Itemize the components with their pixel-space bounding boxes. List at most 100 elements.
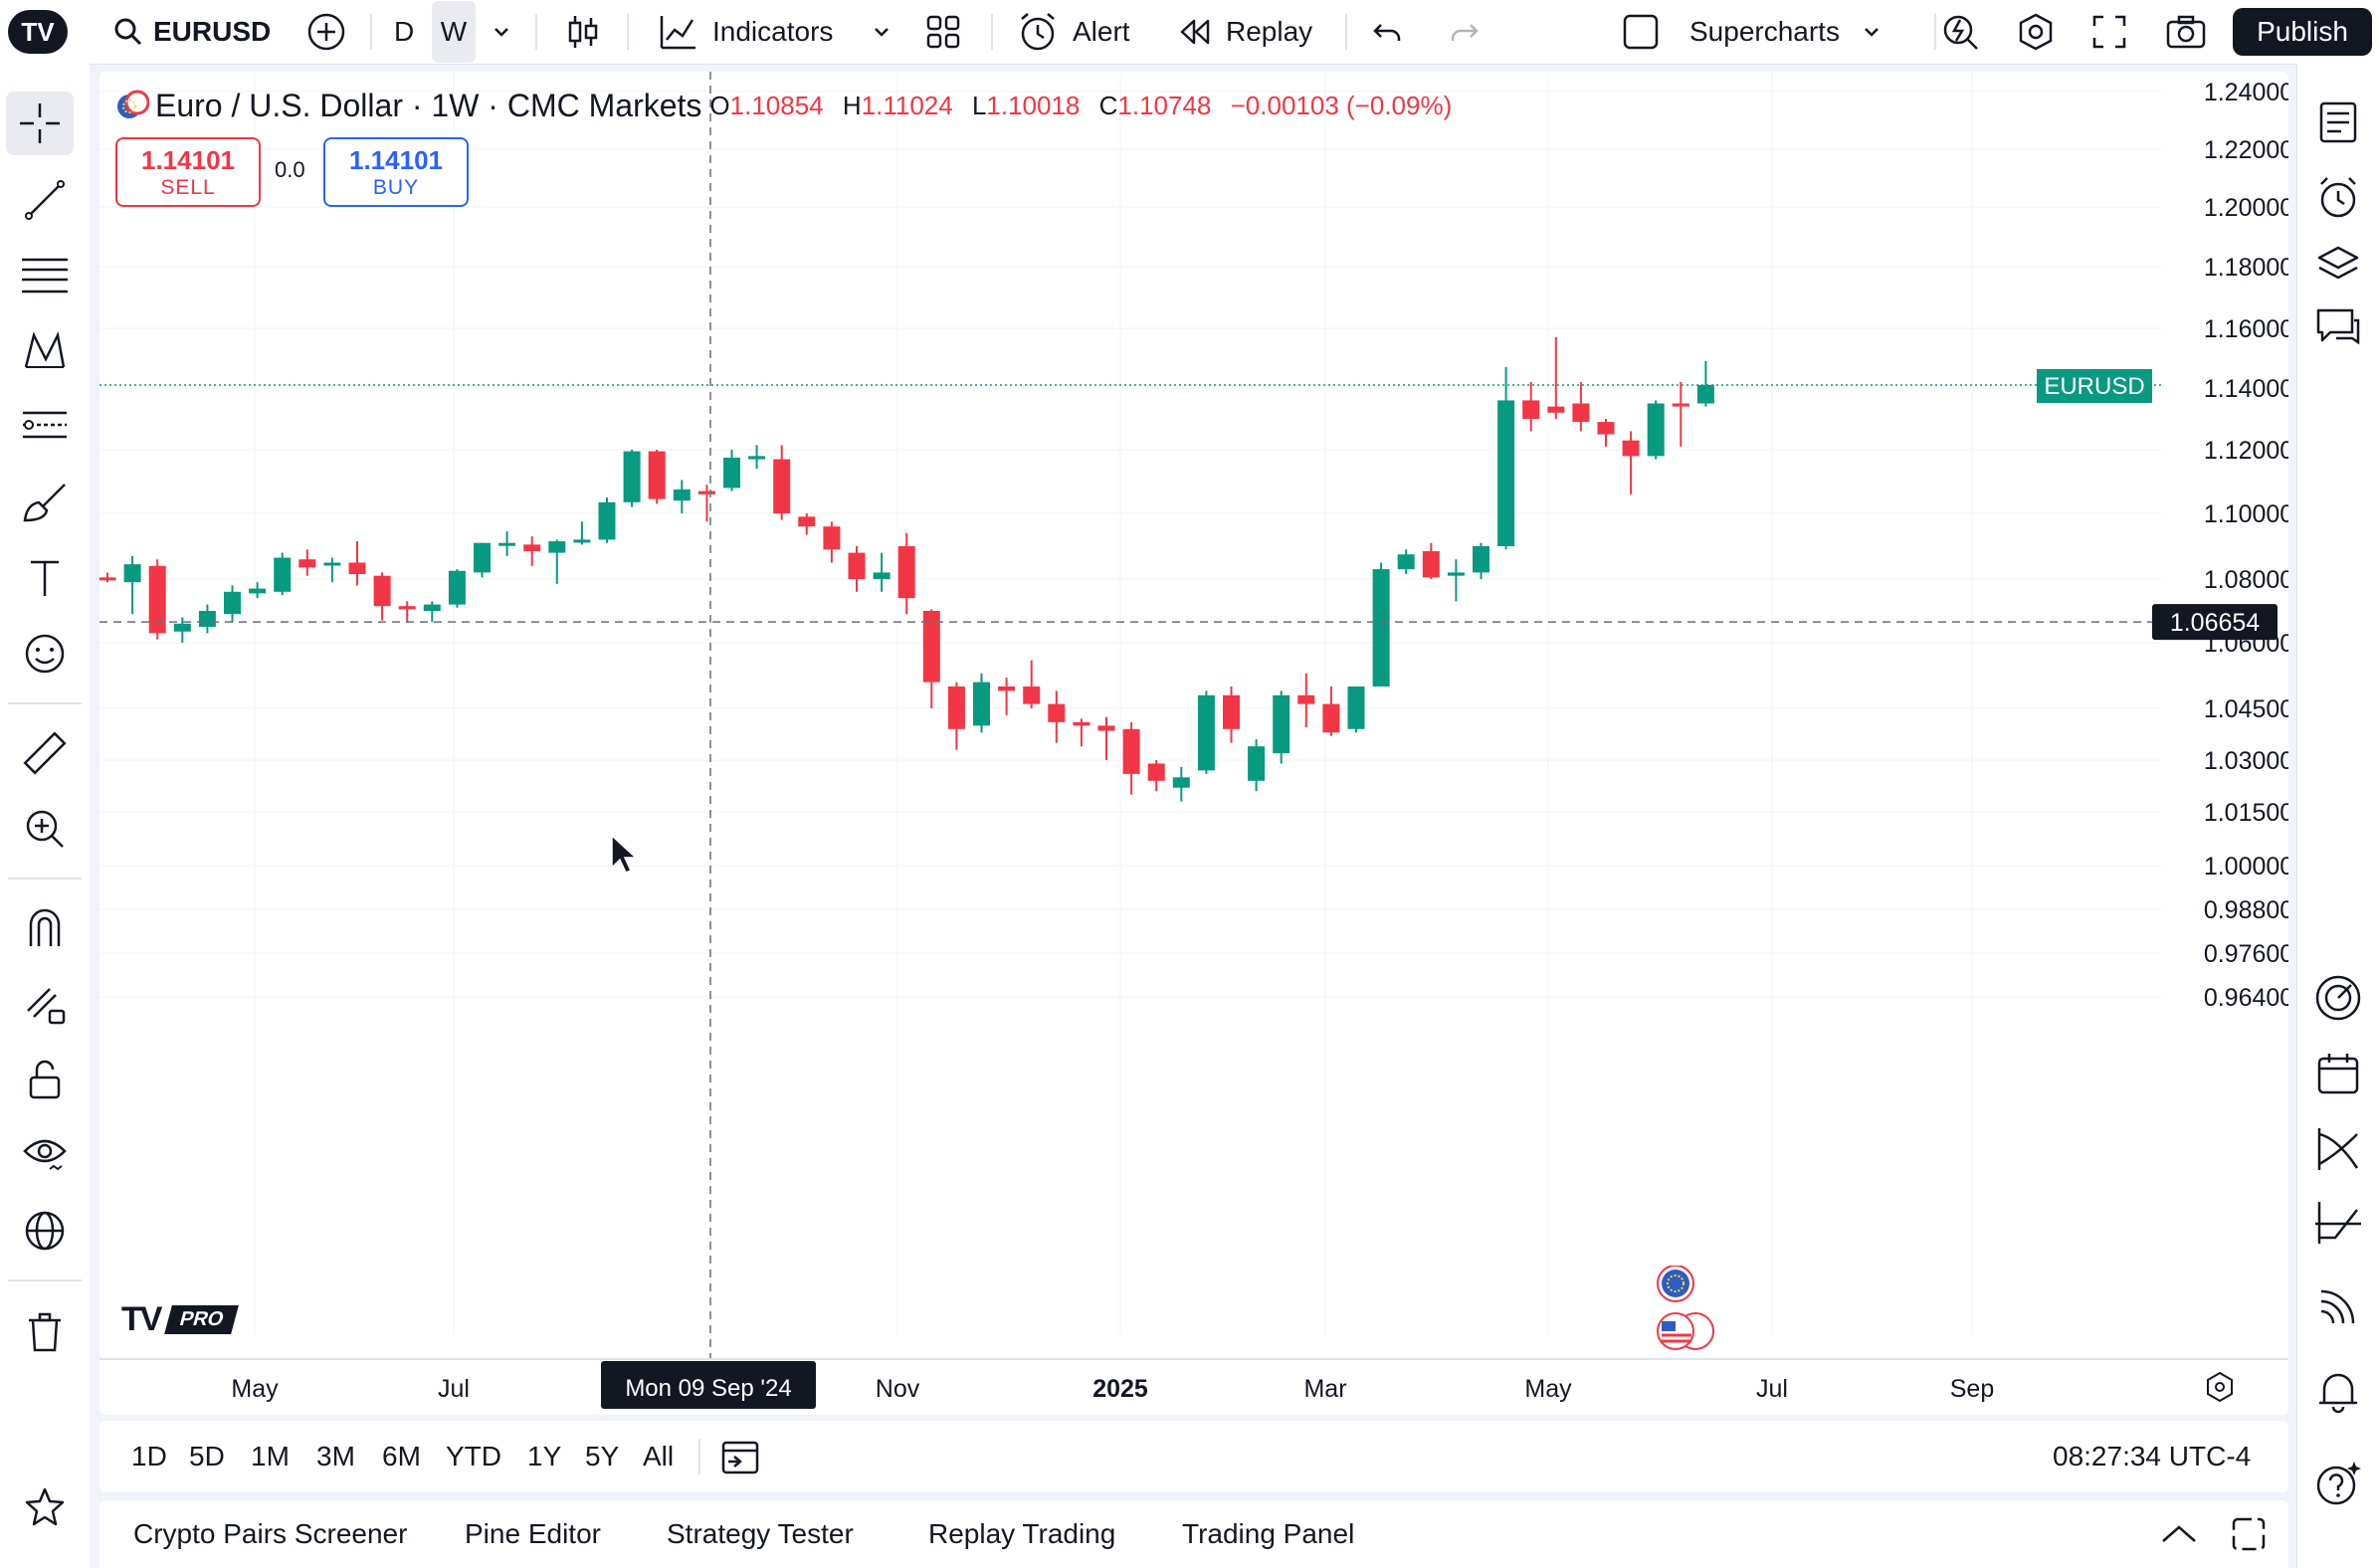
range-3m-button[interactable]: 3M — [316, 1441, 355, 1471]
trend-line-tool[interactable] — [0, 165, 90, 235]
streams-button[interactable] — [2297, 1272, 2378, 1341]
layout-name-button[interactable]: Supercharts — [1622, 0, 1882, 64]
text-icon — [31, 560, 59, 596]
magnet-tool[interactable] — [0, 893, 90, 963]
eu-event-icon — [1657, 1266, 1694, 1302]
candle-body — [1696, 385, 1714, 404]
candle-body — [498, 542, 516, 546]
interval-dropdown[interactable] — [492, 0, 511, 64]
object-tree-tool[interactable] — [0, 1196, 90, 1266]
calendar-button[interactable] — [2297, 1039, 2378, 1108]
range-all-button[interactable]: All — [643, 1441, 675, 1471]
chart-type-button[interactable] — [565, 0, 601, 64]
undo-button[interactable] — [1371, 0, 1405, 64]
search-icon — [114, 18, 142, 46]
trash-icon — [29, 1312, 61, 1352]
tradingview-logo[interactable]: TV — [8, 10, 68, 54]
indicators-dropdown[interactable] — [872, 0, 892, 64]
clock-timezone[interactable]: 08:27:34 UTC-4 — [2053, 1441, 2252, 1471]
lock-drawings-tool[interactable] — [0, 1045, 90, 1114]
pattern-tool[interactable] — [0, 316, 90, 386]
layouts-button[interactable] — [925, 0, 961, 64]
compare-symbol-button[interactable] — [306, 0, 346, 64]
price-axis-label: 1.24000 — [2204, 79, 2288, 106]
collapse-panel-button[interactable] — [2159, 1500, 2199, 1568]
watchlist-button[interactable] — [2297, 88, 2378, 157]
go-to-date-button[interactable] — [720, 1421, 760, 1492]
ideas-button[interactable] — [2297, 963, 2378, 1033]
help-button[interactable] — [2297, 1449, 2378, 1518]
remove-drawings-tool[interactable] — [0, 1297, 90, 1367]
price-axis-label: 1.20000 — [2204, 194, 2288, 222]
economic-events-markers[interactable] — [1652, 1266, 1731, 1355]
candle-body — [148, 565, 166, 634]
chats-button[interactable] — [2297, 293, 2378, 362]
settings-button[interactable] — [2016, 0, 2056, 64]
quick-search-button[interactable] — [1940, 0, 1980, 64]
candle-body — [1622, 440, 1640, 457]
date-range-bar: 1D 5D 1M 3M 6M YTD 1Y 5Y All 08:27:34 UT… — [99, 1421, 2288, 1492]
interval-d-button[interactable]: D — [394, 16, 415, 47]
range-5d-button[interactable]: 5D — [189, 1441, 225, 1471]
tab-trading-panel[interactable]: Trading Panel — [1182, 1518, 1355, 1549]
candle-body — [1522, 400, 1540, 419]
horizontal-lines-icon — [22, 258, 68, 294]
indicators-button[interactable]: Indicators — [659, 0, 833, 64]
time-axis-label: 2025 — [1092, 1375, 1148, 1403]
options-button[interactable] — [2297, 1114, 2378, 1184]
snapshot-button[interactable] — [2165, 0, 2207, 64]
price-axis-label: 1.00000 — [2204, 853, 2288, 881]
range-1m-button[interactable]: 1M — [251, 1441, 290, 1471]
emoji-tool[interactable] — [0, 619, 90, 688]
hide-drawings-tool[interactable] — [0, 1120, 90, 1190]
replay-button[interactable]: Replay — [1178, 0, 1312, 64]
fib-retracement-tool[interactable] — [0, 241, 90, 310]
chart-legend: Euro / U.S. Dollar · 1W · CMC Markets O1… — [115, 86, 1464, 125]
interval-w-button[interactable]: W — [432, 0, 476, 64]
buy-button[interactable]: 1.14101 BUY — [323, 137, 469, 207]
tradingview-pro-watermark: TV PRO — [121, 1300, 240, 1338]
tab-crypto-pairs-screener[interactable]: Crypto Pairs Screener — [133, 1518, 408, 1549]
favorites-tool[interactable] — [0, 1472, 90, 1542]
range-5y-button[interactable]: 5Y — [585, 1441, 620, 1471]
tab-strategy-tester[interactable]: Strategy Tester — [667, 1518, 854, 1549]
price-chart[interactable]: EURUSD 1.24000 1.22000 1.20000 1.18000 1.1600… — [99, 72, 2288, 1415]
alert-button[interactable]: Alert — [1017, 0, 1130, 64]
strategy-button[interactable] — [2297, 1188, 2378, 1258]
trend-line-icon — [25, 180, 65, 220]
maximize-panel-button[interactable] — [2231, 1500, 2267, 1568]
measure-tool[interactable] — [0, 718, 90, 788]
crosshair-tool[interactable] — [6, 92, 74, 155]
axis-settings-icon[interactable] — [2207, 1371, 2233, 1403]
redo-button[interactable] — [1447, 0, 1481, 64]
stay-in-drawing-mode-tool[interactable] — [0, 969, 90, 1039]
alerts-button[interactable] — [2297, 163, 2378, 233]
object-tree-button[interactable] — [2297, 229, 2378, 298]
notifications-button[interactable] — [2297, 1357, 2378, 1427]
price-axis-label: 1.18000 — [2204, 254, 2288, 282]
eye-icon — [23, 1139, 67, 1171]
range-6m-button[interactable]: 6M — [382, 1441, 421, 1471]
range-1d-button[interactable]: 1D — [131, 1441, 167, 1471]
text-tool[interactable] — [0, 543, 90, 613]
price-axis-label: 1.16000 — [2204, 315, 2288, 343]
chart-pane[interactable]: EURUSD 1.24000 1.22000 1.20000 1.18000 1.1600… — [99, 72, 2288, 1415]
candle-body — [1322, 703, 1340, 733]
bottom-panel-tabs: Crypto Pairs Screener Pine Editor Strate… — [99, 1500, 2288, 1568]
fullscreen-button[interactable] — [2091, 0, 2127, 64]
price-axis-label: 1.04500 — [2204, 695, 2288, 723]
tab-pine-editor[interactable]: Pine Editor — [465, 1518, 601, 1549]
tab-replay-trading[interactable]: Replay Trading — [928, 1518, 1116, 1549]
range-ytd-button[interactable]: YTD — [446, 1441, 501, 1471]
zoom-in-tool[interactable] — [0, 794, 90, 864]
symbol-search-button[interactable]: EURUSD — [113, 0, 271, 64]
brush-tool[interactable] — [0, 468, 90, 537]
forecasting-tool[interactable] — [0, 392, 90, 462]
publish-button[interactable]: Publish — [2233, 8, 2372, 56]
ruler-icon — [23, 731, 67, 775]
candle-body — [673, 490, 691, 501]
candle-body — [723, 458, 740, 489]
price-axis-label: 1.12000 — [2204, 437, 2288, 465]
range-1y-button[interactable]: 1Y — [527, 1441, 562, 1471]
sell-button[interactable]: 1.14101 SELL — [115, 137, 261, 207]
